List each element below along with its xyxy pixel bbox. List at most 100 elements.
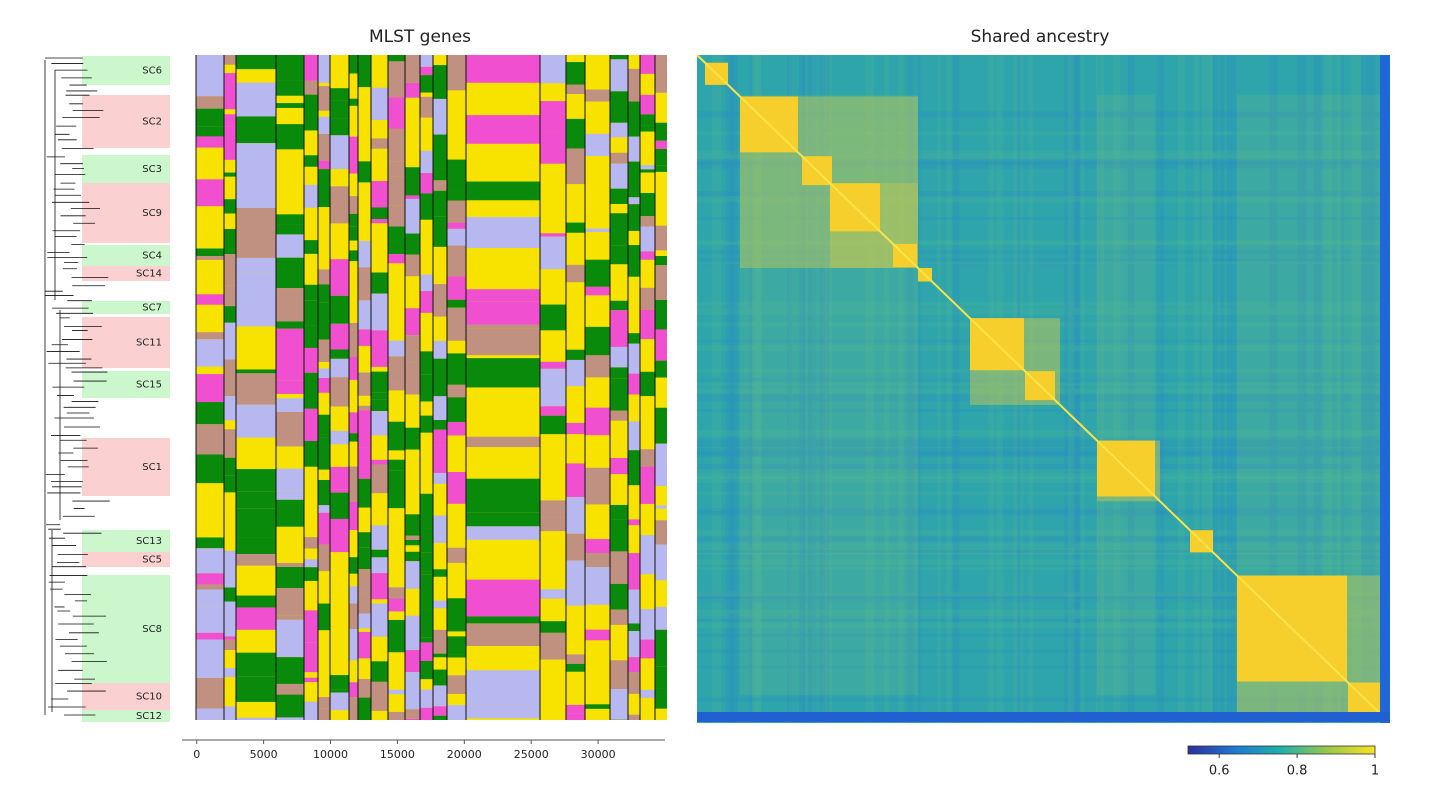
allele-block (628, 245, 640, 277)
allele-block (433, 65, 447, 99)
allele-block (304, 559, 318, 567)
allele-block (349, 214, 358, 227)
allele-block (371, 682, 388, 711)
allele-block (330, 349, 349, 358)
allele-block (420, 275, 433, 291)
allele-block (388, 422, 405, 451)
allele-block (224, 706, 236, 720)
allele-block (447, 705, 466, 720)
allele-block (610, 584, 628, 610)
colorbar-tick-label: 0.8 (1287, 764, 1308, 779)
allele-block (585, 567, 610, 605)
allele-block (655, 408, 667, 444)
allele-block (433, 601, 447, 609)
allele-block (420, 151, 433, 173)
allele-block (318, 604, 330, 631)
allele-block (196, 402, 224, 424)
allele-block (371, 204, 388, 208)
allele-block (371, 411, 388, 435)
allele-block (224, 229, 236, 254)
clade-label: SC15 (136, 380, 162, 391)
allele-block (655, 226, 667, 251)
allele-block (585, 553, 610, 567)
allele-block (610, 458, 628, 474)
allele-block (276, 684, 304, 695)
allele-block (330, 489, 349, 492)
allele-block (640, 114, 655, 126)
allele-block (358, 267, 371, 300)
allele-block (224, 73, 236, 109)
panel-title: MLST genes (369, 27, 471, 47)
clade-label: SC9 (142, 208, 162, 219)
allele-block (610, 213, 628, 246)
allele-block (655, 256, 667, 265)
allele-block (466, 513, 540, 527)
allele-block (433, 654, 447, 658)
allele-block (276, 103, 304, 108)
allele-block (388, 206, 405, 227)
allele-block (276, 567, 304, 588)
allele-block (405, 650, 420, 672)
allele-block (276, 588, 304, 615)
allele-block (196, 548, 224, 573)
allele-block (304, 240, 318, 254)
allele-block (224, 360, 236, 397)
allele-block (276, 224, 304, 234)
allele-block (466, 358, 540, 387)
allele-block (610, 59, 628, 91)
allele-block (585, 630, 610, 641)
allele-block (388, 129, 405, 162)
allele-block (447, 397, 466, 422)
allele-block (330, 101, 349, 118)
allele-block (196, 678, 224, 709)
heatmap-stripe (1178, 55, 1181, 723)
allele-block (236, 469, 276, 492)
allele-block (304, 567, 318, 581)
allele-block (540, 101, 566, 131)
allele-block (236, 508, 276, 537)
allele-block (196, 256, 224, 260)
clade-label: SC10 (136, 692, 162, 703)
allele-block (655, 300, 667, 330)
allele-block (640, 227, 655, 252)
allele-block (371, 661, 388, 682)
allele-block (304, 326, 318, 348)
allele-block (276, 357, 304, 380)
allele-block (610, 301, 628, 310)
allele-block (358, 479, 371, 508)
allele-block (196, 96, 224, 108)
allele-block (330, 493, 349, 519)
allele-block (640, 95, 655, 115)
allele-block (236, 653, 276, 677)
allele-block (349, 137, 358, 174)
allele-block (236, 143, 276, 176)
allele-block (371, 550, 388, 558)
allele-block (196, 249, 224, 257)
allele-block (224, 323, 236, 360)
allele-block (447, 201, 466, 223)
allele-block (628, 631, 640, 657)
allele-block (304, 373, 318, 409)
allele-block (236, 281, 276, 307)
allele-block (610, 153, 628, 164)
allele-block (196, 332, 224, 339)
allele-block (447, 636, 466, 654)
allele-block (628, 204, 640, 231)
allele-block (655, 459, 667, 486)
allele-block (318, 134, 330, 161)
clade-label: SC11 (136, 338, 162, 349)
allele-block (433, 685, 447, 706)
allele-block (540, 633, 566, 660)
allele-block (447, 223, 466, 229)
allele-block (371, 392, 388, 399)
allele-block (466, 616, 540, 623)
allele-block (388, 712, 405, 720)
allele-block (566, 497, 585, 534)
allele-block (466, 623, 540, 646)
allele-block (466, 526, 540, 539)
allele-block (447, 598, 466, 631)
clade-label: SC1 (142, 462, 162, 473)
colorbar (1188, 746, 1375, 754)
allele-block (304, 409, 318, 441)
allele-block (610, 367, 628, 378)
